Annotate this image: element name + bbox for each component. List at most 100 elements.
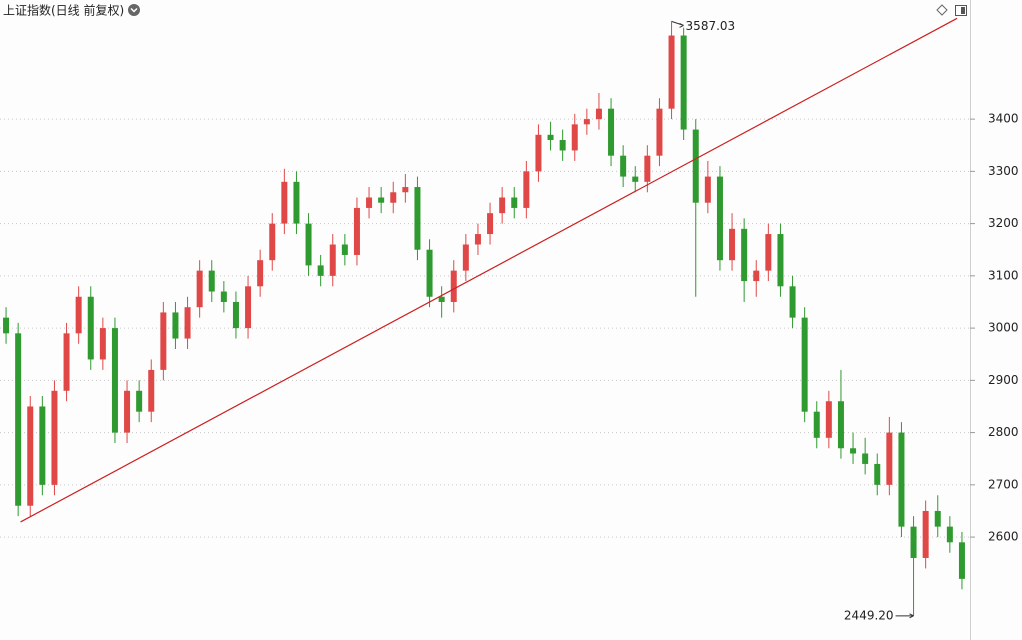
candle-body	[366, 197, 373, 208]
candle-body	[160, 312, 167, 370]
candle-body	[281, 181, 288, 224]
candle-body	[922, 510, 929, 558]
candle-body	[547, 134, 554, 141]
candle-body	[184, 307, 191, 339]
candle-body	[716, 176, 723, 261]
candle-body	[704, 176, 711, 203]
min-marker	[895, 613, 914, 619]
candle-body	[886, 432, 893, 485]
candle-body	[668, 35, 675, 109]
candle-body	[559, 140, 566, 151]
candle-body	[801, 317, 808, 412]
candle-body	[257, 260, 264, 287]
candle-body	[39, 406, 46, 485]
candle-body	[172, 312, 179, 339]
candle-body	[378, 197, 385, 203]
candle-body	[148, 369, 155, 412]
candle-body	[946, 526, 953, 543]
candle-body	[523, 171, 530, 208]
trend-line	[20, 17, 958, 523]
y-tick-label: 3200	[988, 216, 1019, 230]
candle-body	[777, 234, 784, 287]
candle-body	[898, 432, 905, 527]
max-marker	[671, 20, 684, 28]
candle-body	[438, 296, 445, 302]
candle-body	[620, 155, 627, 177]
candle-body	[329, 244, 336, 276]
candle-body	[341, 244, 348, 255]
candle-body	[680, 35, 687, 130]
candle-body	[462, 244, 469, 271]
candle-body	[825, 401, 832, 438]
y-tick-label: 2600	[988, 530, 1019, 544]
candle-body	[850, 448, 857, 454]
candle-body	[729, 228, 736, 261]
candle-body	[656, 108, 663, 156]
candle-body	[789, 286, 796, 318]
candle-body	[450, 270, 457, 302]
candle-body	[426, 249, 433, 297]
candle-body	[583, 119, 590, 125]
candle-body	[644, 155, 651, 182]
candle-body	[535, 134, 542, 172]
candle-body	[317, 265, 324, 276]
candle-body	[269, 223, 276, 261]
candle-body	[3, 317, 10, 334]
candle-body	[51, 390, 58, 485]
diamond-icon[interactable]	[936, 4, 948, 16]
candle-body	[608, 108, 615, 156]
min-label: 2449.20	[844, 608, 894, 622]
candle-body	[390, 192, 397, 203]
candle-body	[741, 228, 748, 282]
candle-body	[571, 124, 578, 151]
candle-body	[414, 187, 421, 250]
candle-body	[402, 187, 409, 193]
candle-body	[196, 270, 203, 308]
candle-body	[511, 197, 518, 208]
candle-body	[692, 129, 699, 203]
y-tick-label: 2900	[988, 373, 1019, 387]
candle-body	[499, 197, 506, 214]
candle-body	[813, 411, 820, 438]
candle-body	[910, 526, 917, 558]
dropdown-icon[interactable]	[128, 4, 140, 16]
candle-body	[862, 453, 869, 464]
candle-body	[232, 301, 239, 329]
chart-title: 上证指数(日线 前复权)	[3, 3, 124, 18]
candle-body	[124, 390, 131, 433]
candle-body	[837, 401, 844, 449]
candle-body	[245, 286, 252, 329]
y-tick-label: 3100	[988, 268, 1019, 282]
candle-body	[474, 234, 481, 245]
y-tick-label: 3400	[988, 112, 1019, 126]
candle-body	[487, 213, 494, 235]
y-tick-label: 3300	[988, 164, 1019, 178]
candle-body	[305, 223, 312, 266]
candle-body	[111, 328, 118, 433]
max-label: 3587.03	[686, 19, 736, 33]
candle-body	[632, 176, 639, 182]
candle-body	[353, 207, 360, 255]
candle-body	[27, 406, 34, 506]
candle-body	[874, 463, 881, 485]
candle-body	[934, 510, 941, 527]
candle-body	[87, 296, 94, 360]
panel-icon[interactable]	[955, 5, 967, 16]
candle-body	[99, 328, 106, 360]
candle-body	[220, 291, 227, 302]
candle-body	[293, 181, 300, 224]
candle-body	[958, 542, 965, 579]
candle-body	[15, 333, 22, 506]
candle-body	[765, 234, 772, 271]
candle-body	[753, 270, 760, 282]
candle-body	[136, 390, 143, 412]
y-tick-label: 3000	[988, 321, 1019, 335]
y-tick-label: 2800	[988, 425, 1019, 439]
candle-body	[595, 108, 602, 120]
candle-body	[75, 296, 82, 334]
candle-body	[63, 333, 70, 391]
candle-body	[208, 270, 215, 292]
y-tick-label: 2700	[988, 477, 1019, 491]
